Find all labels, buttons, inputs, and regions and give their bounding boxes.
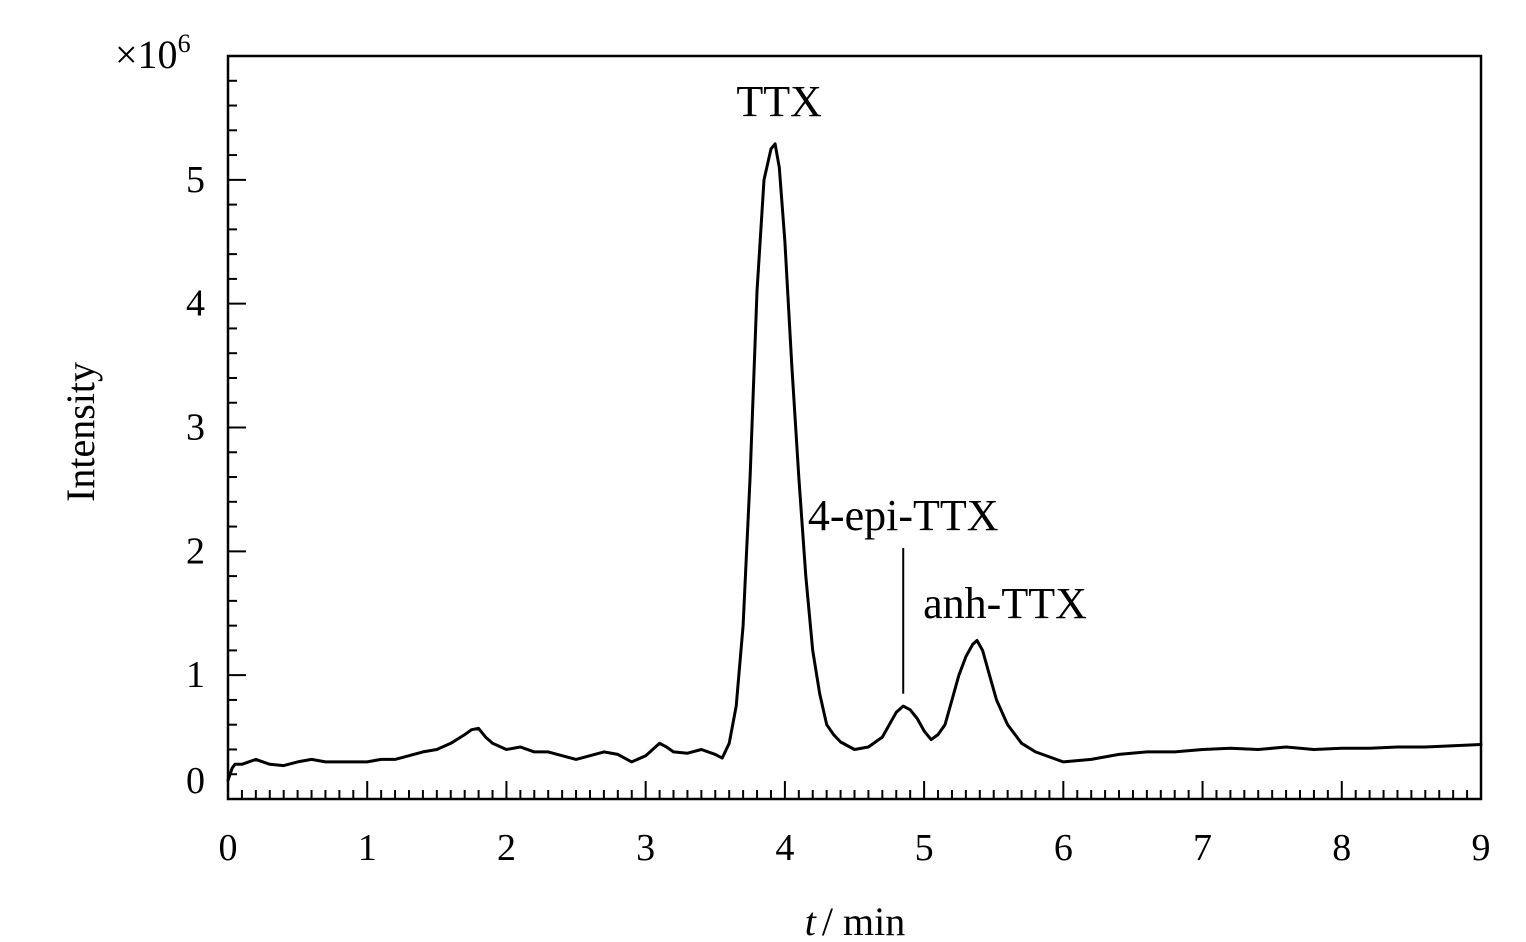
y-tick-label: 3 <box>186 407 205 449</box>
x-tick-label: 5 <box>915 827 934 869</box>
x-tick-label: 7 <box>1193 827 1212 869</box>
y-tick-label: 2 <box>186 530 205 572</box>
trace-layer <box>226 142 1483 782</box>
x-tick-label: 6 <box>1054 827 1073 869</box>
annotation-anh-ttx: anh-TTX <box>923 579 1087 628</box>
y-multiplier-label: ×106 <box>115 29 191 77</box>
y-tick-label: 5 <box>186 159 205 201</box>
annotation-ttx: TTX <box>736 77 822 126</box>
x-axis-title: t / min <box>805 899 905 942</box>
x-tick-label: 4 <box>775 827 794 869</box>
x-tick-label: 8 <box>1332 827 1351 869</box>
y-tick-label: 1 <box>186 654 205 696</box>
plot-frame <box>226 54 1483 801</box>
x-tick-label: 3 <box>636 827 655 869</box>
x-tick-label: 9 <box>1472 827 1491 869</box>
y-tick-label: 0 <box>186 760 205 802</box>
x-tick-label: 1 <box>358 827 377 869</box>
tick-labels: 0 1 2 3 4 5 6 7 8 9 0 1 2 3 4 5 <box>186 159 1491 869</box>
y-axis-title: Intensity <box>58 362 103 502</box>
y-tick-label: 4 <box>186 283 205 325</box>
x-tick-label: 2 <box>497 827 516 869</box>
axis-ticks <box>227 55 1482 800</box>
x-tick-label: 0 <box>219 827 238 869</box>
series-trace-0 <box>226 142 1483 782</box>
annotation-4-epi-ttx: 4-epi-TTX <box>808 491 999 540</box>
peak-annotations: TTX 4-epi-TTX anh-TTX <box>736 77 1087 694</box>
